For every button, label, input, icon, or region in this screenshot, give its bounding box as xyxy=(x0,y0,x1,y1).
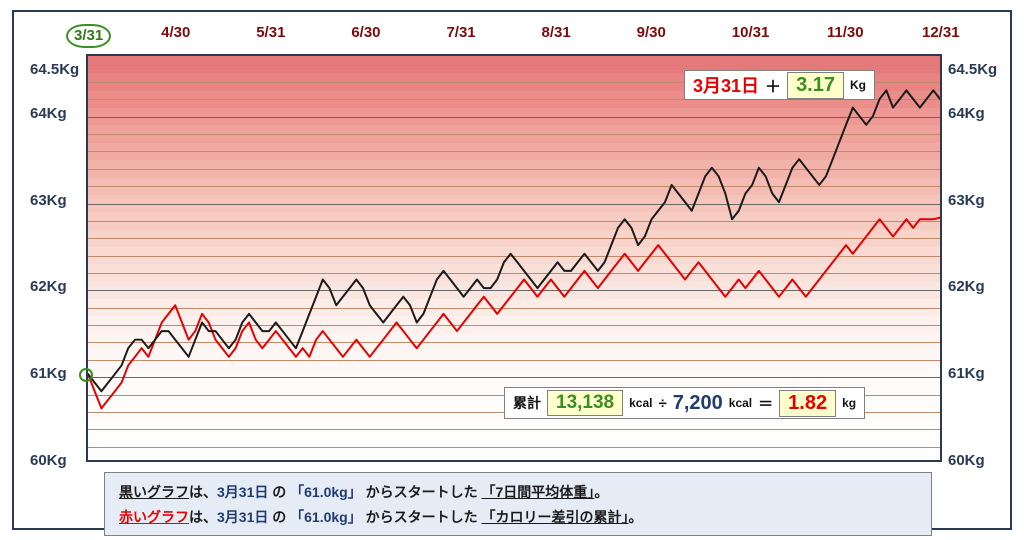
kcal-total: 13,138 xyxy=(556,392,614,414)
series-calorie-balance-cumulative xyxy=(88,218,940,409)
date-label: 3月31日 xyxy=(693,72,759,98)
chart-frame: 3/31 4/30 5/31 6/30 7/31 8/31 9/30 10/31 11/30 12… xyxy=(12,10,1012,530)
delta-value-box: 3.17 xyxy=(787,72,844,99)
y-tick-left: 62Kg xyxy=(30,278,67,295)
result-box: 1.82 xyxy=(779,390,836,417)
equals-sign: ＝ xyxy=(758,393,773,414)
x-tick: 11/30 xyxy=(827,24,864,41)
y-tick-left: 60Kg xyxy=(30,452,67,469)
y-tick-right: 64Kg xyxy=(948,105,985,122)
kcal-text-1: kcal xyxy=(629,396,652,410)
legend-line-2: 赤いグラフは、3月31日 の 「61.0kg」 からスタートした 「カロリー差引… xyxy=(119,505,917,530)
y-tick-right: 63Kg xyxy=(948,192,985,209)
legend-panel: 黒いグラフは、3月31日 の 「61.0kg」 からスタートした 「7日間平均体… xyxy=(104,472,932,536)
y-tick-left: 64.5Kg xyxy=(30,61,79,78)
divisor: 7,200 xyxy=(673,392,723,415)
legend1-lead: 黒いグラフ xyxy=(119,484,189,500)
series-7-day-avg-weight xyxy=(88,90,940,391)
date-delta-box: 3月31日 ＋ 3.17 Kg xyxy=(684,70,875,100)
x-tick: 12/31 xyxy=(922,24,960,41)
x-tick: 10/31 xyxy=(732,24,770,41)
x-tick: 8/31 xyxy=(542,24,571,41)
kcal-calc-box: 累計 13,138 kcal ÷ 7,200 kcal ＝ 1.82 kg xyxy=(504,387,865,419)
y-tick-left: 64Kg xyxy=(30,105,67,122)
total-label: 累計 xyxy=(513,393,541,413)
x-tick: 7/31 xyxy=(446,24,475,41)
y-tick-left: 63Kg xyxy=(30,192,67,209)
y-tick-right: 60Kg xyxy=(948,452,985,469)
x-tick: 9/30 xyxy=(637,24,666,41)
x-tick: 6/30 xyxy=(351,24,380,41)
divide-sign: ÷ xyxy=(658,395,666,412)
result-value: 1.82 xyxy=(788,392,827,415)
kcal-total-box: 13,138 xyxy=(547,390,623,416)
x-tick: 4/30 xyxy=(161,24,190,41)
y-tick-right: 61Kg xyxy=(948,365,985,382)
y-tick-right: 62Kg xyxy=(948,278,985,295)
y-tick-right: 64.5Kg xyxy=(948,61,997,78)
delta-unit: Kg xyxy=(850,78,866,92)
legend-line-1: 黒いグラフは、3月31日 の 「61.0kg」 からスタートした 「7日間平均体… xyxy=(119,480,917,505)
y-tick-left: 61Kg xyxy=(30,365,67,382)
delta-value: 3.17 xyxy=(796,74,835,97)
result-unit: kg xyxy=(842,396,856,410)
kcal-text-2: kcal xyxy=(729,396,752,410)
legend2-lead: 赤いグラフ xyxy=(119,509,189,525)
x-tick: 3/31 xyxy=(66,24,111,48)
x-tick: 5/31 xyxy=(256,24,285,41)
plus-sign: ＋ xyxy=(765,73,781,97)
